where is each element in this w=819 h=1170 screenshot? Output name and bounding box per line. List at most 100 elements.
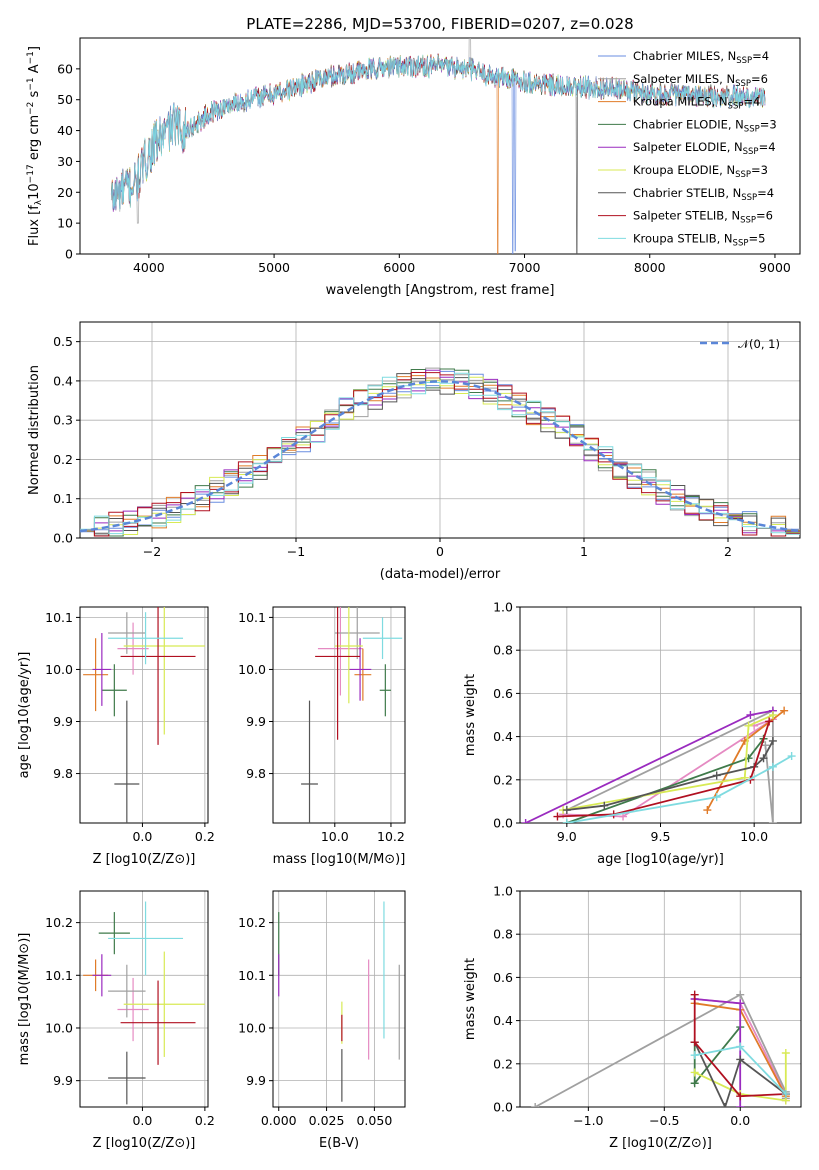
legend-label-1: Chabrier MILES, NSSP=4: [633, 49, 769, 66]
legend-name: Kroupa MILES, N: [633, 95, 728, 109]
weight-marker: [553, 812, 562, 821]
weight-marker: [690, 1079, 699, 1088]
weight-marker: [736, 1092, 745, 1101]
y-tick-label: 0.4: [493, 729, 513, 744]
y-axis-label-part: −17: [26, 164, 36, 183]
normal-curve: [80, 380, 800, 533]
y-tick-label: 9.9: [53, 714, 73, 729]
y-tick-label: 0.6: [493, 686, 513, 701]
x-tick-label: 0.0: [730, 1113, 750, 1128]
x-tick-label: 4000: [133, 260, 165, 275]
legend-sub: SSP: [735, 79, 751, 89]
x-tick-label: 9.0: [557, 829, 577, 844]
weight-marker: [768, 711, 777, 719]
weight-marker: [736, 990, 745, 999]
weight-marker: [765, 717, 774, 726]
histogram-series-4: [80, 368, 800, 537]
errorbar-6: [334, 607, 363, 704]
x-axis-label: age [log10(age/yr)]: [597, 852, 724, 867]
y-tick-label: 40: [57, 123, 73, 138]
weight-series-8: [693, 994, 786, 1098]
weight-series-7: [566, 740, 774, 811]
weight-marker: [712, 793, 721, 802]
plot-frame: [79, 37, 801, 255]
legend-sub: SSP: [736, 56, 752, 66]
plot-frame: [272, 606, 406, 824]
x-axis-label: wavelength [Angstrom, rest frame]: [326, 283, 555, 298]
x-tick-label: 7000: [509, 260, 541, 275]
y-axis-label: age [log10(age/yr)]: [17, 652, 32, 779]
weight-series-6: [694, 1053, 787, 1102]
x-axis-label: Z [log10(Z/Z⊙)]: [609, 1136, 712, 1151]
errorbars: [83, 607, 205, 823]
errorbar-9: [108, 901, 184, 976]
legend-sub: SSP: [743, 147, 759, 157]
y-axis-label-part: −1: [26, 51, 36, 64]
y-axis-label: mass [log10(M/M⊙)]: [17, 933, 32, 1066]
plot-frame: [519, 890, 802, 1108]
legend-suffix: =3: [760, 117, 777, 131]
errorbar-3: [354, 648, 372, 701]
legend-suffix: =4: [743, 95, 760, 109]
y-tick-label: 10: [57, 216, 73, 231]
y-tick-label: 0.4: [53, 373, 73, 388]
weight-marker: [531, 1103, 540, 1107]
x-tick-label: 0.0: [132, 829, 152, 844]
errorbar-8: [120, 607, 196, 745]
y-tick-label: 9.8: [53, 766, 73, 781]
y-axis-label-part: Flux [f: [27, 205, 42, 246]
spectrum-lines: [110, 38, 766, 254]
weight-marker: [721, 1103, 730, 1107]
errorbar-8: [120, 980, 196, 1065]
figure-title: PLATE=2286, MJD=53700, FIBERID=0207, z=0…: [246, 15, 633, 33]
weight-marker: [600, 801, 609, 810]
age_vs_Z-panel: 0.0 0.2 9.8 9.9 10.0 10.1 Z [log10(Z/Z⊙)] age […: [17, 606, 215, 867]
legend-label-9: Kroupa STELIB, NSSP=5: [633, 231, 765, 248]
y-tick-label: 0.0: [53, 531, 73, 546]
errorbar-4: [98, 912, 130, 955]
histogram-series-7: [80, 373, 800, 534]
histogram-series-9: [80, 372, 800, 535]
legend-suffix: =3: [751, 163, 768, 177]
weight-marker: [521, 819, 530, 823]
y-tick-label: 10.2: [238, 915, 266, 930]
y-tick-label: 10.1: [238, 610, 266, 625]
weight-marker: [736, 1055, 745, 1064]
spectrum-panel: 4000 5000 6000 7000 8000 9000 0 10 20 30 40 50 60 wav…: [26, 37, 801, 298]
weight-series-2: [534, 993, 787, 1107]
y-tick-label: 10.0: [45, 662, 73, 677]
weight-marker: [690, 1068, 699, 1077]
weight-lines: [531, 990, 790, 1107]
legend-sub: SSP: [728, 102, 744, 112]
weight-marker: [562, 819, 571, 823]
y-tick-label: 0: [65, 247, 73, 262]
mass_vs_Z-panel: 0.0 0.2 9.9 10.0 10.1 10.2 Z [log10(Z/Z⊙)] mass…: [17, 890, 215, 1151]
legend-name: Chabrier ELODIE, N: [633, 117, 744, 131]
errorbar-5: [92, 954, 112, 997]
x-tick-label: 9000: [759, 260, 791, 275]
y-axis-label-part: erg cm: [27, 115, 42, 164]
weight-marker: [744, 721, 753, 730]
y-tick-label: 0.8: [493, 927, 513, 942]
legend-name: Salpeter MILES, N: [633, 72, 735, 86]
weight-marker: [690, 1038, 699, 1047]
weight-marker: [759, 754, 768, 763]
weight-marker: [736, 999, 745, 1008]
y-tick-label: 0.2: [493, 1056, 513, 1071]
legend-suffix: =6: [751, 72, 768, 86]
y-tick-label: 30: [57, 154, 73, 169]
y-tick-label: 20: [57, 185, 73, 200]
weight-series-4: [566, 738, 765, 823]
x-tick-label: 2: [724, 544, 732, 559]
legend-label-7: Chabrier STELIB, NSSP=4: [633, 186, 774, 203]
y-tick-label: 0.0: [493, 1100, 513, 1115]
y-tick-label: 10.0: [238, 1020, 266, 1035]
errorbar-7: [114, 700, 140, 823]
weight_vs_age-panel: 9.0 9.5 10.0 0.0 0.2 0.4 0.6 0.8 1.0 age [log10(a…: [463, 600, 802, 867]
legend-name: Salpeter ELODIE, N: [633, 140, 743, 154]
x-tick-label: 10.2: [377, 829, 405, 844]
y-tick-label: 0.8: [493, 643, 513, 658]
y-tick-label: 50: [57, 92, 73, 107]
x-tick-label: 0.0: [132, 1113, 152, 1128]
